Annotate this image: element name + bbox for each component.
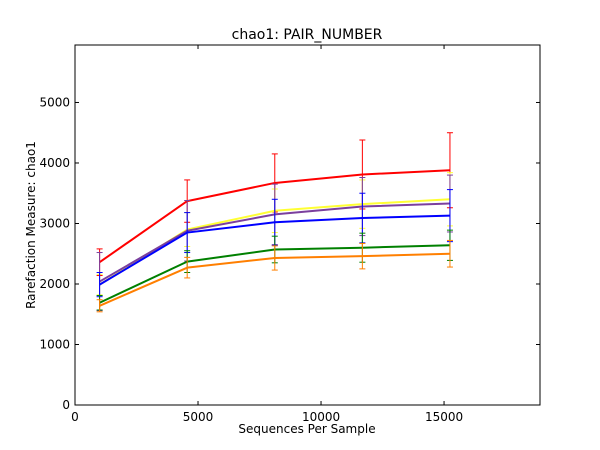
y-tick-label: 1000 bbox=[39, 337, 70, 351]
y-tick-label: 2000 bbox=[39, 277, 70, 291]
plot-frame bbox=[74, 44, 541, 406]
y-tick-label: 5000 bbox=[39, 95, 70, 109]
series-line bbox=[99, 169, 451, 264]
y-tick-label: 3000 bbox=[39, 216, 70, 230]
series-6 bbox=[96, 239, 453, 313]
x-tick-label: 15000 bbox=[425, 410, 463, 424]
y-tick-label: 4000 bbox=[39, 156, 70, 170]
x-tick-label: 5000 bbox=[183, 410, 214, 424]
y-tick-label: 0 bbox=[62, 398, 70, 412]
x-axis-label: Sequences Per Sample bbox=[238, 422, 375, 436]
x-tick-label: 10000 bbox=[302, 410, 340, 424]
chart-title: chao1: PAIR_NUMBER bbox=[232, 27, 383, 43]
series-line bbox=[99, 252, 450, 307]
series-line bbox=[99, 214, 450, 286]
x-tick-label: 0 bbox=[71, 410, 79, 424]
y-axis-label: Rarefaction Measure: chao1 bbox=[24, 141, 38, 309]
